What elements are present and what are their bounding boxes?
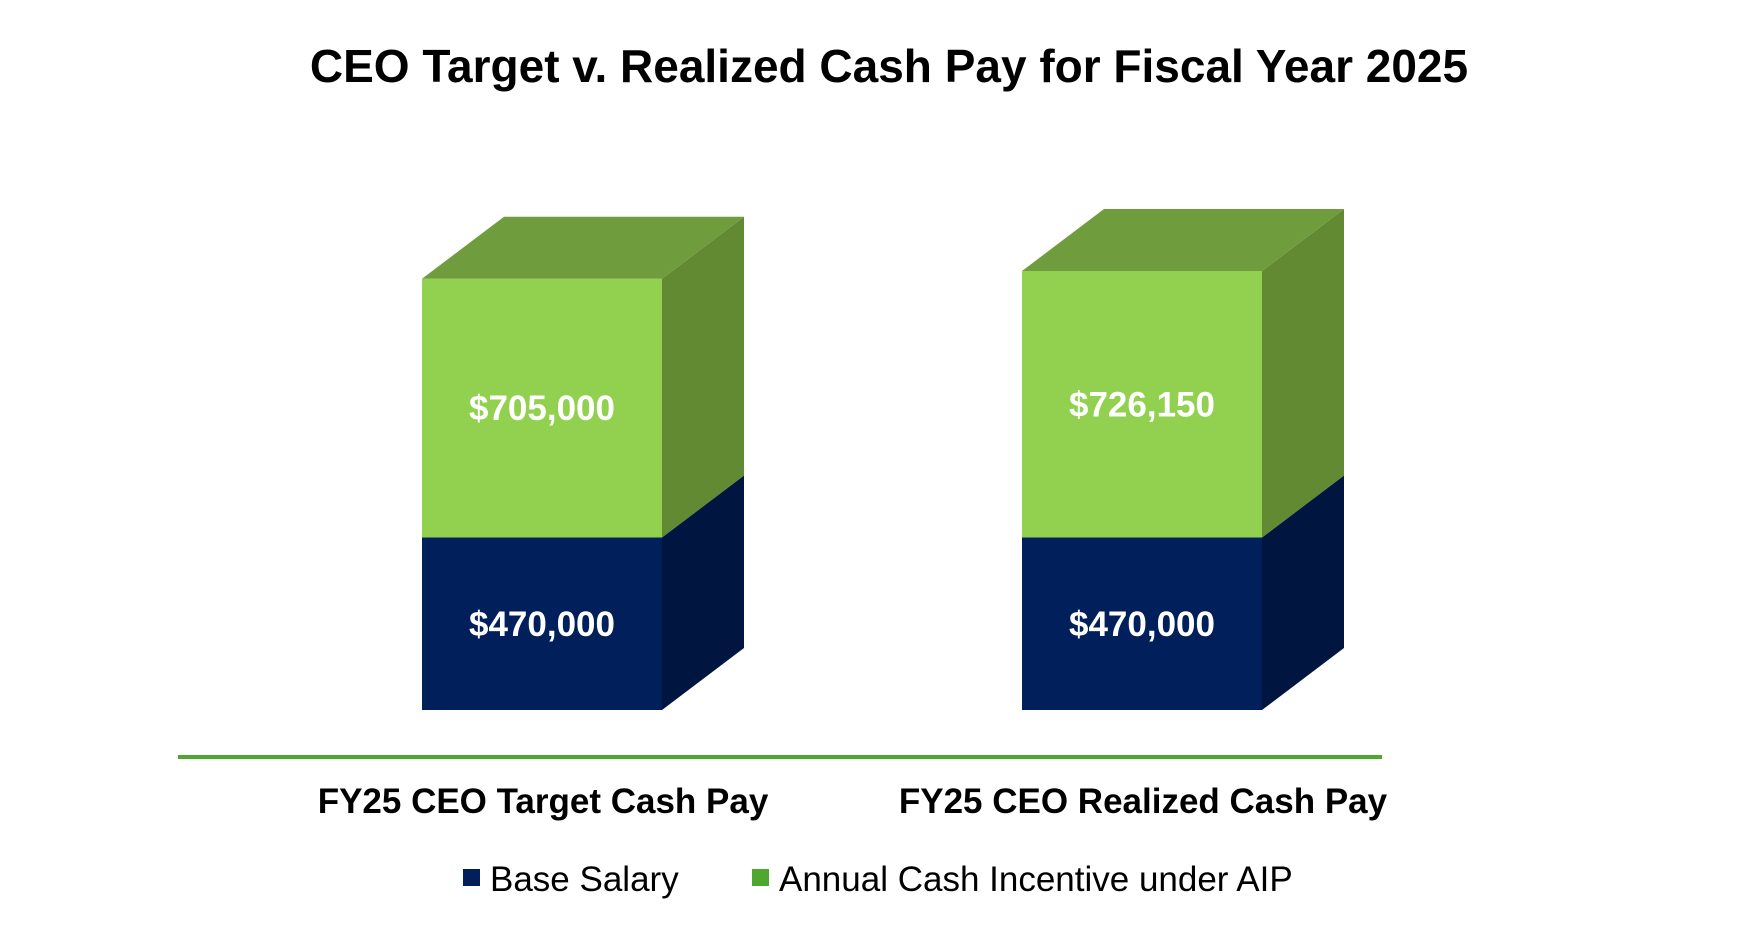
data-label-annual-incentive-1: $705,000 xyxy=(469,389,615,428)
legend-label-base-salary: Base Salary xyxy=(490,860,679,899)
chart-title: CEO Target v. Realized Cash Pay for Fisc… xyxy=(310,40,1468,92)
bar-annual-incentive-front-2 xyxy=(1022,271,1262,538)
bars-layer: $470,000 $705,000 $470,000 $726,150 xyxy=(422,209,1344,710)
data-label-annual-incentive-2: $726,150 xyxy=(1069,385,1215,424)
bar-annual-incentive-front-1 xyxy=(422,278,662,538)
bar-base-salary-side-2 xyxy=(1262,475,1344,710)
data-label-base-salary-1: $470,000 xyxy=(469,605,615,644)
bar-top-face-1 xyxy=(422,216,744,279)
category-axis: FY25 CEO Target Cash Pay FY25 CEO Realize… xyxy=(178,755,1388,821)
legend-item-annual-incentive: Annual Cash Incentive under AIP xyxy=(752,860,1293,899)
bar-annual-incentive-side-2 xyxy=(1262,209,1344,538)
legend: Base Salary Annual Cash Incentive under A… xyxy=(463,860,1293,899)
bar-base-salary-front-2 xyxy=(1022,537,1262,710)
bar-top-face-2 xyxy=(1022,209,1344,272)
legend-swatch-annual-incentive xyxy=(752,869,769,886)
category-label-1: FY25 CEO Target Cash Pay xyxy=(318,782,769,821)
legend-label-annual-incentive: Annual Cash Incentive under AIP xyxy=(779,860,1293,899)
bar-base-salary-side-1 xyxy=(662,475,744,710)
category-label-2: FY25 CEO Realized Cash Pay xyxy=(899,782,1388,821)
bar-stack-2: $470,000 $726,150 xyxy=(1022,209,1344,710)
legend-item-base-salary: Base Salary xyxy=(463,860,679,899)
legend-swatch-base-salary xyxy=(463,869,480,886)
bar-base-salary-front-1 xyxy=(422,537,662,710)
data-label-base-salary-2: $470,000 xyxy=(1069,605,1215,644)
bar-stack-1: $470,000 $705,000 xyxy=(422,216,744,710)
bar-annual-incentive-side-1 xyxy=(662,216,744,538)
